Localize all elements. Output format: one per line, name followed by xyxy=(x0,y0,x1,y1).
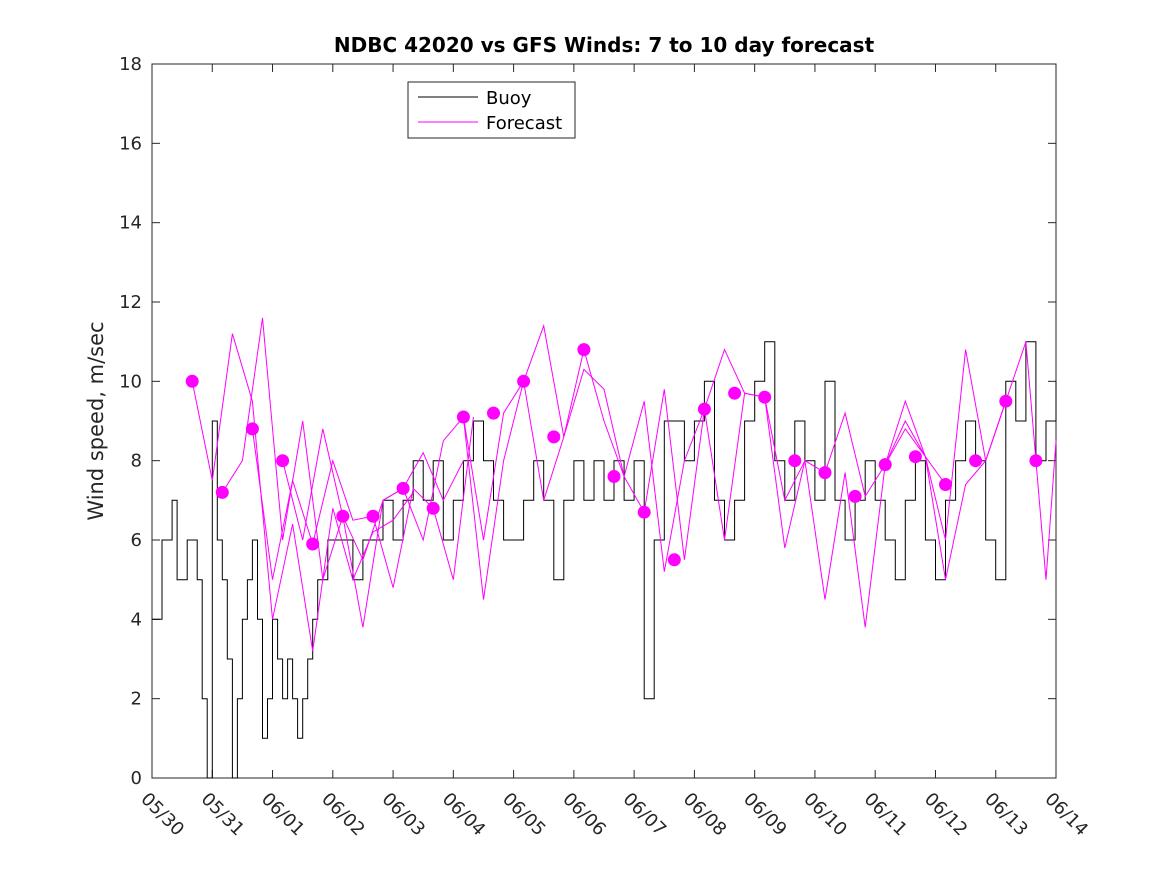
forecast-point xyxy=(456,410,470,424)
forecast-point xyxy=(908,450,922,464)
x-tick-label: 06/05 xyxy=(498,789,550,841)
forecast-point xyxy=(788,454,802,468)
y-tick-label: 6 xyxy=(131,530,142,551)
legend-label-forecast: Forecast xyxy=(486,113,562,134)
legend-box xyxy=(407,81,576,139)
x-tick-label: 06/11 xyxy=(860,789,912,841)
legend-label-buoy: Buoy xyxy=(486,88,532,109)
y-tick-label: 18 xyxy=(119,54,142,75)
x-tick-label: 06/07 xyxy=(619,789,671,841)
y-tick-label: 16 xyxy=(119,133,142,154)
x-tick-label: 06/02 xyxy=(317,789,369,841)
y-tick-label: 4 xyxy=(131,609,142,630)
x-tick-label: 06/04 xyxy=(438,789,490,841)
forecast-point xyxy=(336,509,350,523)
forecast-point xyxy=(276,454,290,468)
forecast-point xyxy=(637,505,651,519)
forecast-point xyxy=(306,537,320,551)
x-tick-label: 05/31 xyxy=(197,789,249,841)
x-tick-label: 06/01 xyxy=(257,789,309,841)
forecast-point xyxy=(969,454,983,468)
y-tick-label: 0 xyxy=(131,768,142,789)
forecast-point xyxy=(667,553,681,567)
forecast-point xyxy=(215,485,229,499)
x-tick-label: 06/12 xyxy=(920,789,972,841)
forecast-point xyxy=(517,374,531,388)
plot-area: 0 2 4 6 8 10 12 14 16 18 05/30 05/31 06/01 06/02 06/03… xyxy=(119,54,1092,840)
forecast-point xyxy=(939,478,952,491)
x-tick-label: 06/14 xyxy=(1040,789,1092,841)
series-forecast-run-1 xyxy=(191,333,414,652)
y-tick-label: 2 xyxy=(131,689,142,710)
forecast-point xyxy=(728,386,742,400)
forecast-point xyxy=(426,501,440,515)
x-tick-label: 06/03 xyxy=(378,789,430,841)
x-tick-label: 05/30 xyxy=(136,789,188,841)
y-tick-label: 10 xyxy=(119,371,142,392)
forecast-point xyxy=(366,509,380,523)
forecast-point xyxy=(848,489,862,503)
forecast-point xyxy=(547,430,561,444)
x-tick-label: 06/08 xyxy=(679,789,731,841)
forecast-point xyxy=(1029,454,1043,468)
x-tick-label: 06/13 xyxy=(980,789,1032,841)
forecast-point xyxy=(245,422,259,436)
forecast-point xyxy=(487,406,500,420)
y-axis-title: Wind speed, m/sec xyxy=(84,321,108,520)
forecast-point xyxy=(396,481,410,495)
series-forecast-run-3 xyxy=(251,416,474,588)
forecast-point xyxy=(999,394,1013,408)
forecast-point xyxy=(758,390,772,404)
forecast-point xyxy=(697,402,711,416)
y-tick-label: 14 xyxy=(119,213,142,234)
forecast-point xyxy=(607,470,621,483)
x-tick-label: 06/06 xyxy=(558,789,610,841)
y-tick-label: 12 xyxy=(119,292,142,313)
forecast-point xyxy=(577,343,591,357)
x-tick-label: 06/10 xyxy=(799,789,851,841)
forecast-point xyxy=(878,458,892,472)
forecast-point xyxy=(818,466,832,480)
y-tick-label: 8 xyxy=(131,451,142,472)
forecast-point xyxy=(185,374,199,388)
x-tick-label: 06/09 xyxy=(739,789,791,841)
legend: Buoy Forecast xyxy=(407,81,576,139)
chart-title: NDBC 42020 vs GFS Winds: 7 to 10 day for… xyxy=(334,33,875,57)
